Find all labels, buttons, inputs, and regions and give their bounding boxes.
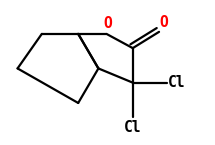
Text: Cl: Cl — [168, 75, 186, 90]
Text: Cl: Cl — [124, 120, 141, 135]
Text: O: O — [160, 15, 169, 30]
Text: O: O — [103, 16, 112, 31]
